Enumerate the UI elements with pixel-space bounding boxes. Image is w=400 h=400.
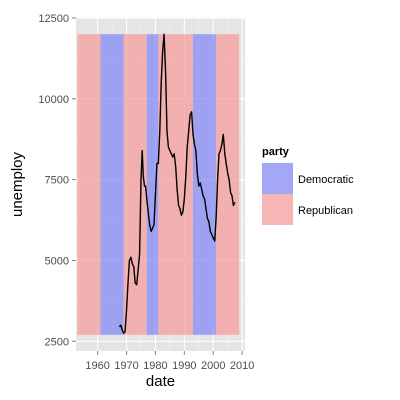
x-axis-ticks: 1960 1970 1980 1990 2000 2010 [85, 351, 254, 372]
x-tick-label: 1980 [143, 360, 167, 372]
band-democratic [146, 34, 159, 335]
band-democratic [100, 34, 124, 335]
legend-label-republican: Republican [298, 205, 353, 217]
y-tick-label: 12500 [38, 13, 69, 25]
series-line [118, 33, 236, 334]
band-democratic [193, 34, 217, 335]
legend-label-democratic: Democratic [298, 174, 354, 186]
legend-key-republican [262, 194, 293, 225]
x-axis-title: date [146, 373, 175, 390]
band-republican [158, 34, 193, 335]
x-tick-label: 1970 [114, 360, 138, 372]
legend-title: party [262, 146, 290, 158]
x-tick-label: 2010 [230, 360, 254, 372]
legend-items: Democratic Republican [262, 163, 354, 225]
series-lines [118, 33, 236, 334]
y-tick-label: 7500 [45, 175, 69, 187]
legend: party Democratic Republican [262, 146, 354, 225]
y-axis-ticks: 2500 5000 7500 10000 12500 [38, 13, 76, 348]
legend-key-democratic [262, 163, 293, 194]
y-tick-label: 5000 [45, 255, 69, 267]
x-tick-label: 2000 [201, 360, 225, 372]
party-bands [77, 34, 240, 335]
band-republican [216, 34, 240, 335]
band-republican [77, 34, 101, 335]
y-axis-title: unemploy [9, 151, 26, 217]
y-tick-label: 2500 [45, 336, 69, 348]
x-tick-label: 1960 [85, 360, 109, 372]
x-tick-label: 1990 [172, 360, 196, 372]
y-tick-label: 10000 [38, 94, 69, 106]
